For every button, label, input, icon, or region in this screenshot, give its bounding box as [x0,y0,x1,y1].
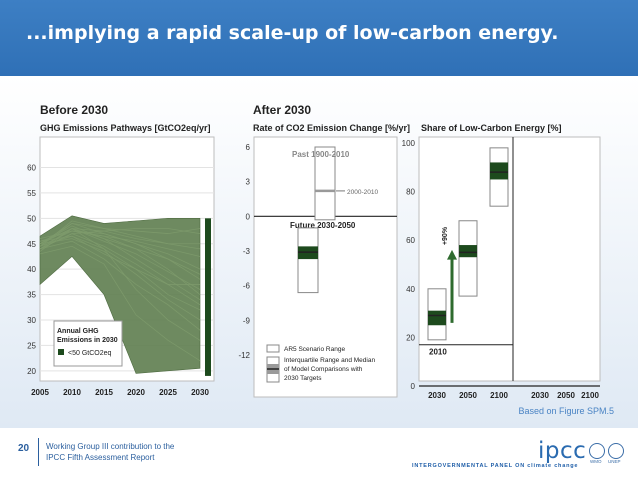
y-tick-label: 20 [27,367,36,376]
panel2-frame [253,136,398,398]
y-tick-label: 45 [27,240,36,249]
x-tick-label: 2050 [557,391,575,400]
pathway-line [39,240,201,331]
legend-iqr-label-line2: of Model Comparisons with [284,366,363,373]
figure-credit: Based on Figure SPM.5 [518,406,614,416]
pathway-line [39,222,201,250]
legend-swatch [58,349,64,355]
x-tick-label: 2030 [191,388,209,397]
y-tick-label: 6 [246,143,251,152]
pathway-line [39,230,201,270]
share-range-box [458,220,478,297]
slide-title: ...implying a rapid scale-up of low-carb… [26,22,559,44]
target-bar [205,218,211,376]
y-tick-label: 50 [27,214,36,223]
pathway-line [39,225,201,295]
pathway-line [39,245,201,362]
y-tick-label: 20 [406,333,415,342]
wmo-logo-icon [589,443,605,459]
y-tick-label: -9 [243,316,251,325]
legend-title: Annual GHG [57,328,99,335]
legend-title-line2: Emissions in 2030 [57,337,118,344]
pathway-line [39,230,201,275]
y-tick-label: -12 [238,351,250,360]
y-tick-label: 30 [27,316,36,325]
future-label: Future 2030-2050 [290,221,356,230]
pathway-line [39,228,201,250]
pathway-line [39,235,201,311]
y-tick-label: 25 [27,341,36,350]
x-tick-label: 2100 [581,391,599,400]
share-iqr-box [428,310,446,326]
ipcc-logo: ipcc [538,438,587,464]
legend-iqr-label: Interquartile Range and Median [284,357,375,364]
unep-label: UNEP [608,459,621,464]
wmo-label: WMO [590,459,602,464]
past-label: Past 1900-2010 [292,150,350,159]
y-tick-label: 0 [411,382,416,391]
title-band: ...implying a rapid scale-up of low-carb… [0,0,638,76]
y-tick-label: 35 [27,291,36,300]
x-tick-label: 2030 [428,391,446,400]
chart1-title: GHG Emissions Pathways [GtCO2eq/yr] [40,123,211,133]
y-tick-label: 100 [402,139,416,148]
share-iqr-box [490,162,508,180]
legend-label: <50 GtCO2eq [68,350,111,357]
heading-before: Before 2030 [40,103,108,117]
y-tick-label: 60 [406,236,415,245]
footer-line-1: Working Group III contribution to the [46,442,175,451]
y-tick-label: 55 [27,189,36,198]
x-tick-label: 2010 [63,388,81,397]
footer [0,430,638,479]
ipcc-full-name: INTERGOVERNMENTAL PANEL ON climate chang… [412,463,579,469]
share-iqr-box [459,245,477,258]
level-2010-label: 2010 [429,348,447,357]
legend-iqr-label-line3: 2030 Targets [284,375,322,382]
chart3-title: Share of Low-Carbon Energy [%] [421,123,562,133]
footer-divider [38,438,39,466]
legend-box [53,320,123,367]
chart2-title: Rate of CO2 Emission Change [%/yr] [253,123,410,133]
y-tick-label: 0 [246,212,251,221]
pathway-line [39,235,200,285]
y-tick-label: 40 [406,285,415,294]
footer-line-2: IPCC Fifth Assessment Report [46,453,155,462]
y-tick-label: 3 [246,178,251,187]
past-median-label: 2000-2010 [347,189,378,196]
past-range-box [314,146,336,221]
x-tick-label: 2005 [31,388,49,397]
y-tick-label: -6 [243,282,251,291]
legend-range-label: AR5 Scenario Range [284,346,345,353]
future-range-box [297,227,319,294]
increase-arrowhead [447,249,457,260]
heading-after: After 2030 [253,103,311,117]
pathway-line [39,238,201,321]
y-tick-label: 40 [27,265,36,274]
x-tick-label: 2015 [95,388,113,397]
increase-label: +90% [442,226,449,245]
x-tick-label: 2100 [490,391,508,400]
unep-logo-icon [608,443,624,459]
y-tick-label: 80 [406,188,415,197]
x-tick-label: 2025 [159,388,177,397]
legend-range-swatch [266,344,280,353]
y-tick-label: -3 [243,247,251,256]
x-tick-label: 2030 [531,391,549,400]
x-tick-label: 2050 [459,391,477,400]
y-tick-label: 60 [27,164,36,173]
page-number: 20 [18,443,30,454]
pathway-line [39,228,201,341]
x-tick-label: 2020 [127,388,145,397]
